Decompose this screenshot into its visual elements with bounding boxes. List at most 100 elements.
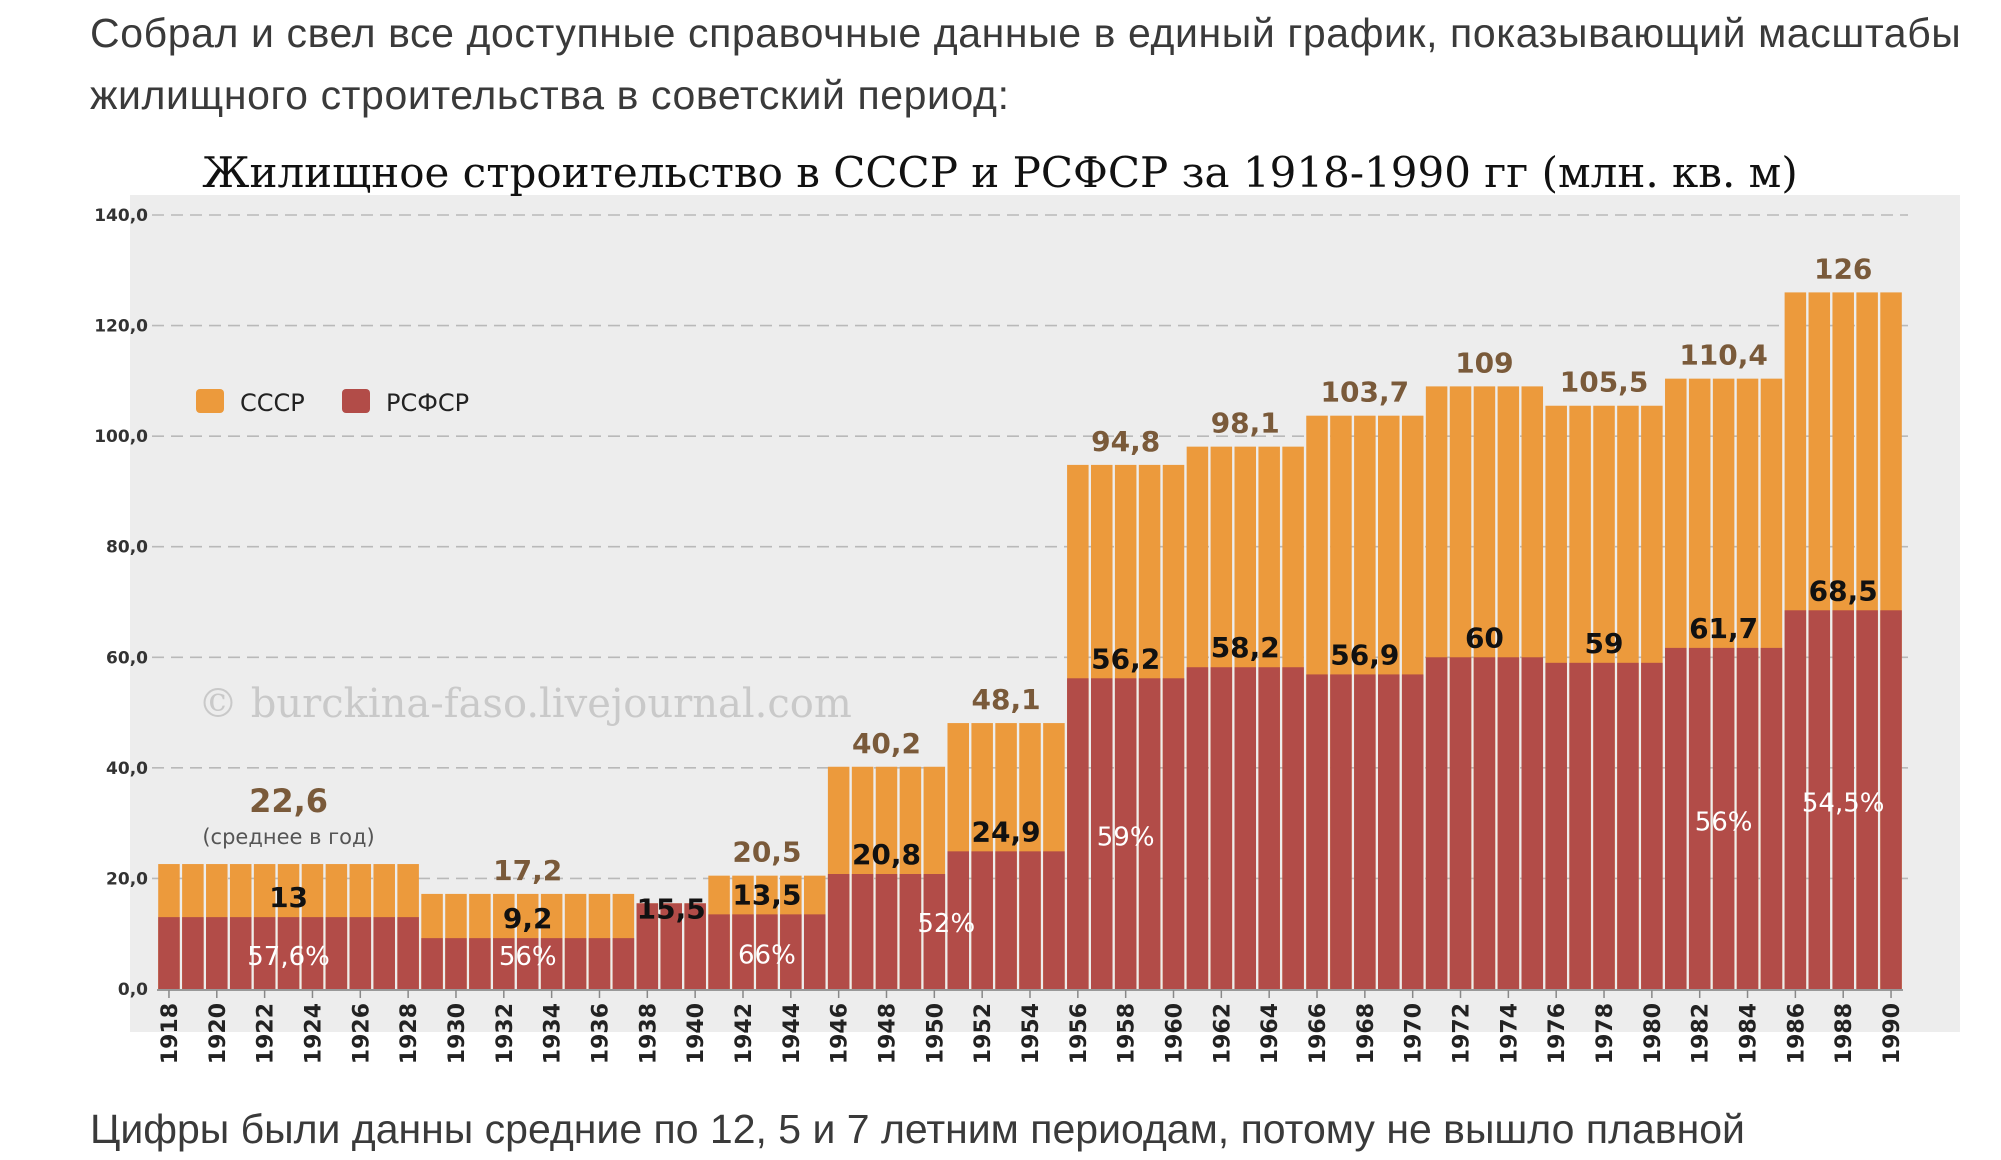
x-tick-label-1942: 1942 [732, 1003, 757, 1064]
bar-rsfsr-1971 [1425, 657, 1448, 989]
bar-rsfsr-1958 [1114, 678, 1137, 989]
bar-rsfsr-1979 [1617, 662, 1639, 989]
x-tick-label-1974: 1974 [1497, 1003, 1522, 1064]
bar-rsfsr-1977 [1569, 662, 1591, 989]
label-share-1956: 59% [1097, 823, 1155, 853]
label-rsfsr-1961: 58,2 [1211, 631, 1280, 664]
bar-rsfsr-1969 [1378, 674, 1400, 989]
x-tick-label-1948: 1948 [875, 1003, 900, 1064]
bar-rsfsr-1944 [780, 914, 802, 989]
label-ussr-1956: 94,8 [1091, 425, 1160, 458]
label-ussr-1986: 126 [1814, 252, 1872, 285]
x-tick-label-1986: 1986 [1784, 1003, 1809, 1064]
bar-rsfsr-1978 [1593, 662, 1615, 989]
bar-rsfsr-1982 [1688, 647, 1711, 989]
y-tick-label: 100,0 [94, 427, 148, 447]
x-tick-label-1920: 1920 [206, 1003, 231, 1064]
x-tick-label-1918: 1918 [158, 1003, 183, 1064]
y-tick-label: 140,0 [94, 206, 148, 226]
value-labels: 22,6 (среднее в год) 13 57,6% 17,2 9,2 56% 15,5… [202, 252, 1884, 972]
x-tick-label-1956: 1956 [1067, 1003, 1092, 1064]
bar-rsfsr-1937 [612, 938, 635, 989]
x-tick-label-1960: 1960 [1163, 1003, 1188, 1064]
bar-rsfsr-1919 [182, 917, 204, 989]
bar-rsfsr-1984 [1736, 647, 1759, 989]
x-tick-label-1970: 1970 [1402, 1003, 1427, 1064]
bar-rsfsr-1939 [660, 903, 682, 989]
bar-rsfsr-1925 [325, 917, 348, 989]
bar-rsfsr-1950 [923, 874, 946, 989]
label-ussr-1976: 105,5 [1560, 366, 1649, 399]
x-tick-label-1964: 1964 [1258, 1003, 1283, 1064]
label-rsfsr-1918: 13 [269, 881, 308, 914]
bar-rsfsr-1967 [1330, 674, 1352, 989]
bars [158, 292, 1902, 989]
x-tick-label-1982: 1982 [1689, 1003, 1714, 1064]
bar-rsfsr-1988 [1832, 610, 1854, 989]
bar-rsfsr-1957 [1090, 678, 1113, 989]
label-ussr-1938: 15,5 [637, 892, 706, 925]
bar-rsfsr-1923 [277, 917, 300, 989]
x-tick-label-1934: 1934 [541, 1003, 566, 1064]
label-ussr-1981: 110,4 [1679, 339, 1768, 372]
bar-rsfsr-1965 [1282, 667, 1304, 989]
label-ussr-1946: 40,2 [852, 727, 921, 760]
bar-rsfsr-1946 [827, 874, 850, 989]
x-tick-label-1938: 1938 [636, 1003, 661, 1064]
bar-rsfsr-1960 [1162, 678, 1185, 989]
bar-rsfsr-1963 [1234, 667, 1257, 989]
watermark: © burckina-faso.livejournal.com [198, 681, 852, 727]
bar-rsfsr-1936 [588, 938, 611, 989]
label-ussr-1951: 48,1 [972, 683, 1041, 716]
label-rsfsr-1971: 60 [1465, 621, 1504, 654]
y-tick-label: 20,0 [106, 869, 148, 889]
x-tick-label-1954: 1954 [1019, 1003, 1044, 1064]
bar-rsfsr-1935 [564, 938, 587, 989]
intro-paragraph: Собрал и свел все доступные справочные д… [90, 10, 1962, 118]
bar-rsfsr-1985 [1760, 647, 1783, 989]
x-tick-label-1962: 1962 [1210, 1003, 1235, 1064]
bar-rsfsr-1953 [995, 851, 1017, 989]
bar-rsfsr-1940 [684, 903, 706, 989]
label-share-1918: 57,6% [247, 942, 330, 972]
bar-rsfsr-1918 [158, 917, 180, 989]
label-share-1986: 54,5% [1802, 789, 1885, 819]
bar-rsfsr-1930 [445, 938, 467, 989]
bar-rsfsr-1970 [1401, 674, 1424, 989]
y-tick-label: 120,0 [94, 317, 148, 337]
legend-label-rsfsr: РСФСР [386, 389, 469, 417]
bar-rsfsr-1931 [469, 938, 491, 989]
bar-rsfsr-1968 [1354, 674, 1376, 989]
x-tick-label-1930: 1930 [445, 1003, 470, 1064]
x-tick-label-1978: 1978 [1593, 1003, 1618, 1064]
legend: СССР РСФСР [196, 389, 469, 417]
x-tick-label-1958: 1958 [1115, 1003, 1140, 1064]
x-tick-label-1944: 1944 [780, 1003, 805, 1064]
x-tick-label-1924: 1924 [301, 1003, 326, 1064]
bar-rsfsr-1954 [1019, 851, 1041, 989]
bar-rsfsr-1955 [1043, 851, 1065, 989]
x-tick-label-1932: 1932 [493, 1003, 518, 1064]
bar-rsfsr-1952 [971, 851, 993, 989]
bar-rsfsr-1986 [1784, 610, 1807, 989]
x-tick-label-1966: 1966 [1306, 1003, 1331, 1064]
x-tick-label-1972: 1972 [1450, 1003, 1475, 1064]
y-axis: 0,0 20,0 40,0 60,0 80,0 100,0 120,0 140,0 [94, 206, 148, 1000]
bar-rsfsr-1989 [1856, 610, 1878, 989]
bar-rsfsr-1956 [1067, 678, 1089, 989]
label-rsfsr-1946: 20,8 [852, 838, 921, 871]
bar-rsfsr-1928 [397, 917, 419, 989]
chart-svg: Жилищное строительство в СССР и РСФСР за… [0, 135, 2001, 1080]
label-rsfsr-1981: 61,7 [1689, 612, 1758, 645]
label-ussr-1918: 22,6 [249, 782, 328, 820]
bar-rsfsr-1947 [851, 874, 874, 989]
bar-rsfsr-1962 [1210, 667, 1233, 989]
chart-title: Жилищное строительство в СССР и РСФСР за… [202, 148, 1797, 197]
y-tick-label: 60,0 [106, 648, 148, 668]
x-tick-label-1940: 1940 [684, 1003, 709, 1064]
label-share-1981: 56% [1695, 807, 1753, 837]
y-tick-label: 40,0 [106, 759, 148, 779]
y-tick-label: 80,0 [106, 538, 148, 558]
housing-chart: Жилищное строительство в СССР и РСФСР за… [0, 135, 2001, 1080]
bar-rsfsr-1966 [1306, 674, 1328, 989]
